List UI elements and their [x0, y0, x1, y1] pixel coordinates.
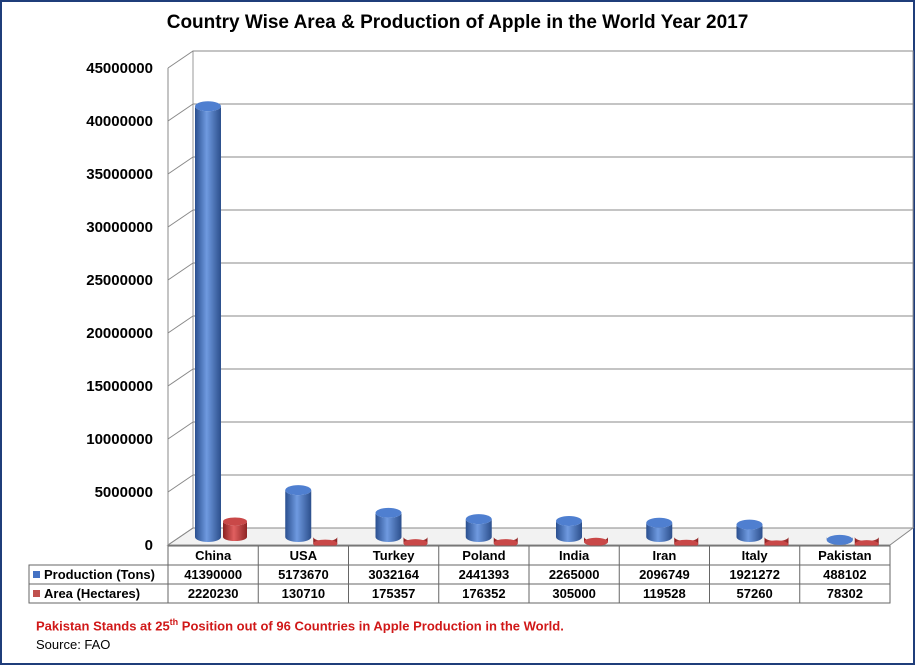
category-label: USA — [290, 548, 318, 563]
data-cell: 5173670 — [278, 567, 329, 582]
back-wall — [192, 50, 914, 529]
area-bar-top — [403, 539, 428, 548]
data-cell: 2096749 — [639, 567, 690, 582]
y-tick-label: 35000000 — [86, 166, 153, 183]
category-label: Pakistan — [818, 548, 872, 563]
data-cell: 3032164 — [368, 567, 419, 582]
production-bar-top — [195, 101, 221, 112]
source-note: Source: FAO — [36, 637, 111, 652]
production-bar-top — [465, 514, 492, 525]
production-bar — [556, 515, 582, 542]
production-bar-top — [826, 534, 853, 545]
production-bar-top — [556, 515, 582, 526]
production-bar-body — [465, 519, 492, 542]
data-cell: 176352 — [462, 586, 505, 601]
category-label: Turkey — [373, 548, 415, 563]
data-cell: 2265000 — [549, 567, 600, 582]
production-bar-body — [375, 512, 402, 542]
area-bar — [403, 537, 428, 548]
data-cell: 2220230 — [188, 586, 239, 601]
category-label: India — [559, 548, 590, 563]
category-label: China — [195, 548, 232, 563]
category-label: Italy — [742, 548, 769, 563]
area-bar-top — [493, 539, 518, 548]
floor — [166, 527, 915, 546]
data-cell: 41390000 — [184, 567, 242, 582]
production-bar — [375, 507, 402, 542]
area-bar — [493, 537, 518, 548]
area-bar-body — [223, 521, 247, 541]
production-bar-body — [195, 106, 221, 542]
production-bar — [646, 517, 673, 542]
production-bar-top — [285, 485, 312, 496]
gridlines — [166, 50, 915, 546]
gridline-diagonal — [167, 262, 194, 281]
legend-swatch — [33, 590, 40, 597]
area-bar-top — [223, 517, 247, 526]
category-label: Poland — [462, 548, 505, 563]
chart-title: Country Wise Area & Production of Apple … — [166, 12, 749, 33]
gridline-diagonal — [167, 315, 194, 334]
gridline-diagonal — [167, 209, 194, 228]
production-bar — [826, 534, 853, 545]
gridline-diagonal — [167, 527, 194, 546]
legend-swatch — [33, 571, 40, 578]
y-tick-label: 25000000 — [86, 272, 153, 289]
y-tick-label: 30000000 — [86, 219, 153, 236]
y-tick-label: 15000000 — [86, 378, 153, 395]
y-tick-label: 10000000 — [86, 431, 153, 448]
area-bar — [223, 517, 247, 541]
position-note: Pakistan Stands at 25th Position out of … — [36, 617, 564, 634]
data-cell: 119528 — [643, 586, 686, 601]
production-bar-top — [736, 519, 763, 530]
data-cell: 2441393 — [459, 567, 510, 582]
data-cell: 130710 — [282, 586, 325, 601]
y-axis-ticks: 0 5000000 10000000 15000000 20000000 25000000… — [86, 60, 153, 554]
gridline-diagonal — [167, 156, 194, 175]
production-bar-top — [646, 517, 673, 528]
production-bar-top — [375, 507, 402, 518]
data-cell: 57260 — [737, 586, 773, 601]
gridline-diagonal — [167, 368, 194, 387]
data-cell: 175357 — [372, 586, 415, 601]
data-cell: 305000 — [552, 586, 595, 601]
y-tick-label: 5000000 — [95, 484, 153, 501]
production-bar-body — [285, 490, 312, 542]
y-tick-label: 0 — [145, 537, 153, 554]
y-tick-label: 40000000 — [86, 113, 153, 130]
gridline-diagonal — [167, 421, 194, 440]
gridline-diagonal — [167, 103, 194, 122]
area-bar — [584, 537, 608, 546]
production-bar — [195, 101, 221, 542]
production-bar-body — [556, 520, 582, 542]
legend-label: Production (Tons) — [44, 567, 155, 582]
data-cell: 78302 — [827, 586, 863, 601]
production-bar-body — [736, 524, 763, 542]
production-bar — [736, 519, 763, 542]
production-bar — [285, 485, 312, 542]
production-bar — [465, 514, 492, 542]
gridline-diagonal — [167, 474, 194, 493]
gridline-diagonal — [167, 50, 194, 69]
data-table: China USA Turkey Poland India Iran Italy Pakist… — [28, 545, 891, 604]
data-cell: 1921272 — [729, 567, 780, 582]
production-bar-body — [646, 522, 673, 542]
legend-label: Area (Hectares) — [44, 586, 140, 601]
category-label: Iran — [652, 548, 676, 563]
data-cell: 488102 — [823, 567, 866, 582]
y-tick-label: 20000000 — [86, 325, 153, 342]
y-tick-label: 45000000 — [86, 60, 153, 77]
area-bar-top — [584, 537, 608, 546]
